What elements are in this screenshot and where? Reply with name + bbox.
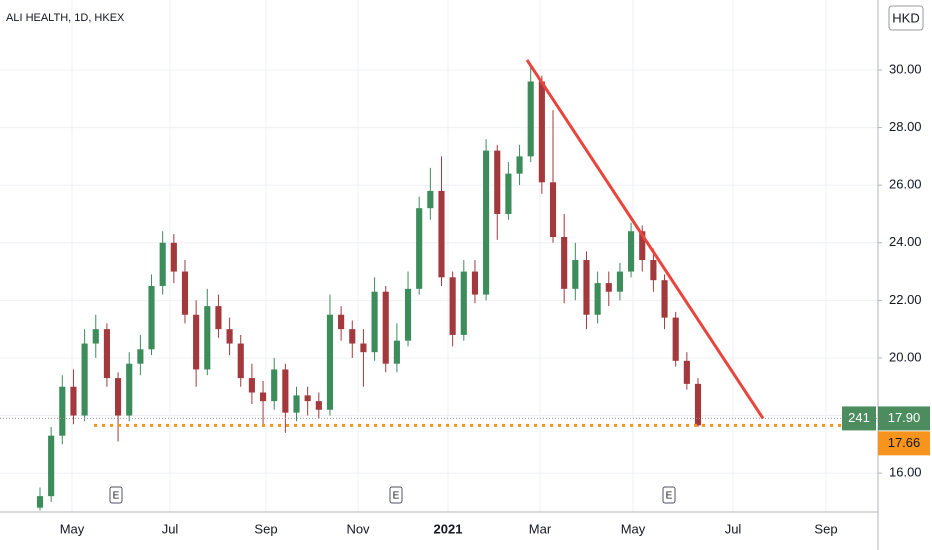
candle-body <box>371 291 378 353</box>
candle-body <box>326 314 334 410</box>
candle-body <box>170 242 177 272</box>
candle-body <box>672 317 679 361</box>
x-tick-label: Sep <box>814 521 837 536</box>
candle-body <box>661 280 668 318</box>
candle-body <box>561 236 568 289</box>
candle-body <box>59 386 66 436</box>
candle-body <box>427 190 434 209</box>
candle-body <box>126 363 133 416</box>
earnings-box <box>662 486 676 504</box>
candle-body <box>70 386 77 416</box>
candle-body <box>282 369 289 413</box>
candle-body <box>572 260 579 289</box>
candle-body <box>148 285 155 350</box>
y-tick-label: 30.00 <box>889 61 922 76</box>
candle-body <box>36 496 44 508</box>
candle-body <box>616 271 623 292</box>
candle-body <box>315 401 322 410</box>
candle-body <box>293 395 300 413</box>
candle-body <box>449 277 456 335</box>
candle-body <box>527 81 534 157</box>
candle-body <box>628 231 635 272</box>
candle-body <box>438 190 445 278</box>
x-tick-label: 2021 <box>434 521 463 536</box>
currency: HKD <box>892 10 919 25</box>
candle-body <box>650 260 657 281</box>
candle-body <box>338 314 345 330</box>
candles <box>36 64 702 511</box>
earnings-marker: E <box>113 491 120 502</box>
candle-body <box>360 343 367 353</box>
candle-body <box>404 288 412 341</box>
candle-body <box>48 435 55 497</box>
x-tick-label: Jul <box>725 521 742 536</box>
last-price: 17.90 <box>888 410 921 425</box>
candle-body <box>137 349 144 364</box>
y-tick-label: 28.00 <box>889 119 922 134</box>
earnings-box <box>109 486 123 504</box>
candle-body <box>471 271 479 295</box>
candle-body <box>460 271 467 335</box>
currency-box <box>888 5 924 31</box>
candle-body <box>92 329 99 344</box>
y-tick-label: 20.00 <box>889 349 922 364</box>
candle-body <box>271 369 278 402</box>
x-tick-label: Mar <box>529 521 552 536</box>
candle-body <box>505 173 512 214</box>
candle-body <box>694 383 702 426</box>
x-tick-label: May <box>60 521 85 536</box>
earnings-marker: E <box>393 491 400 502</box>
candle-body <box>215 306 222 330</box>
candle-body <box>583 260 590 315</box>
candle-body <box>594 283 601 315</box>
y-tick-label: 26.00 <box>889 177 922 192</box>
candle-body <box>349 329 356 344</box>
candle-body <box>683 360 690 384</box>
candle-body <box>494 150 501 214</box>
y-tick-label: 22.00 <box>889 292 922 307</box>
candle-body <box>159 242 166 286</box>
candle-body <box>115 378 122 416</box>
earnings-marker: E <box>666 491 673 502</box>
trendline <box>525 59 765 420</box>
candle-body <box>259 392 267 402</box>
candle-body <box>193 314 200 370</box>
chart-title: ALI HEALTH, 1D, HKEX <box>6 12 125 24</box>
candle-body <box>81 343 88 416</box>
x-tick-label: Sep <box>254 521 277 536</box>
candle-body <box>416 208 423 289</box>
candle-body <box>248 378 255 393</box>
trend-count-box <box>842 406 876 431</box>
candle-body <box>181 271 189 315</box>
y-tick-label: 24.00 <box>889 234 922 249</box>
support-price: 17.66 <box>888 435 921 450</box>
candle-body <box>393 340 400 364</box>
candle-body <box>483 150 490 295</box>
earnings-box <box>389 486 403 504</box>
candle-body <box>304 395 311 402</box>
candle-body <box>204 306 211 370</box>
y-tick-label: 16.00 <box>889 465 922 480</box>
candle-body <box>237 343 244 379</box>
support-price-box <box>878 431 930 456</box>
last-price-box <box>878 406 930 431</box>
candle-body <box>226 329 233 344</box>
candle-body <box>382 291 389 364</box>
x-tick-label: Jul <box>162 521 179 536</box>
x-tick-label: May <box>621 521 646 536</box>
candle-body <box>538 81 545 183</box>
candle-body <box>103 329 110 379</box>
candle-body <box>549 182 557 237</box>
candle-body <box>605 283 612 292</box>
candle-body <box>639 231 646 261</box>
candle-body <box>516 156 523 174</box>
trend-count: 241 <box>848 410 870 425</box>
x-tick-label: Nov <box>346 521 370 536</box>
